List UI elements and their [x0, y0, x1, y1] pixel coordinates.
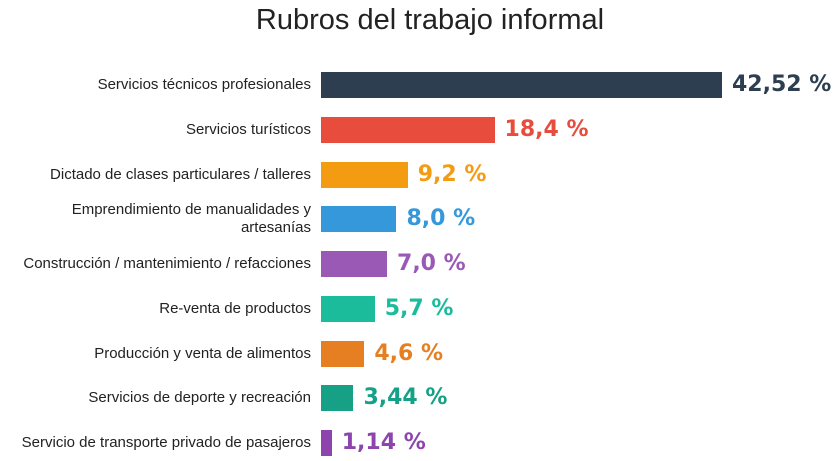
data-label: 9,2 % — [417, 161, 487, 187]
bar — [321, 72, 722, 98]
category-label: Producción y venta de alimentos — [94, 344, 311, 362]
data-label: 5,7 % — [384, 295, 454, 321]
data-label: 3,44 % — [363, 385, 448, 411]
bar — [321, 295, 375, 322]
data-label: 7,0 % — [397, 251, 466, 276]
bar — [321, 430, 332, 456]
data-label: 42,52 % — [732, 72, 832, 97]
bar — [321, 251, 388, 277]
chart-title: Rubros del trabajo informal — [255, 4, 605, 36]
category-label: Emprendimiento de manualidades y artesan… — [71, 201, 311, 237]
category-label: Servicios de deporte y recreación — [88, 389, 311, 407]
data-label: 18,4 % — [504, 116, 589, 142]
data-label: 4,6 % — [374, 340, 444, 366]
category-label: Construcción / mantenimiento / refaccion… — [23, 255, 311, 272]
bar — [321, 206, 397, 233]
category-label: Servicio de transporte privado de pasaje… — [21, 434, 311, 451]
category-label: Re-venta de productos — [159, 299, 311, 317]
bar — [321, 385, 354, 412]
category-label: Dictado de clases particulares / tallere… — [50, 165, 311, 183]
data-label: 8,0 % — [406, 206, 476, 232]
bar — [321, 116, 495, 143]
bar — [321, 161, 408, 188]
category-label: Servicios técnicos profesionales — [97, 76, 311, 93]
category-label: Servicios turísticos — [185, 120, 311, 138]
data-label: 1,14 % — [341, 430, 426, 455]
bar — [321, 340, 365, 367]
